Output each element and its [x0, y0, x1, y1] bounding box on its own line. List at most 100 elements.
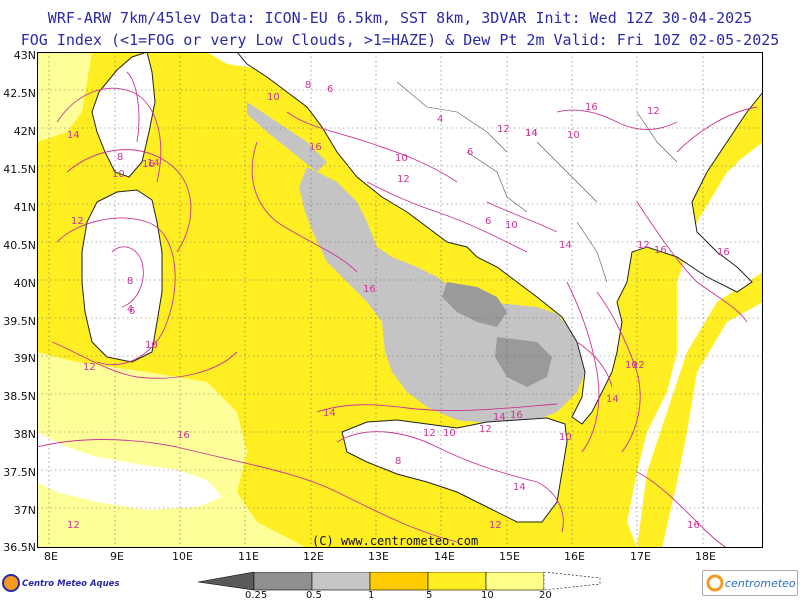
scale-tick-20: 20 — [539, 590, 552, 601]
contour-label: 6 — [327, 84, 333, 95]
contour-label: 16 — [717, 247, 730, 258]
scale-tick-10: 10 — [481, 590, 494, 601]
contour-label: 12 — [71, 216, 84, 227]
contour-label: 14 — [493, 412, 506, 423]
contour-label: 8 — [395, 456, 401, 467]
lon-label-11e: 11E — [238, 550, 259, 563]
contour-label: 16 — [177, 430, 190, 441]
logo-left-text: Centro Meteo Aquesio — [22, 579, 120, 589]
graticule — [37, 52, 763, 548]
scale-arrow-high — [543, 572, 601, 591]
low-cloud-north-stripe — [247, 102, 327, 172]
credit-text: (C) www.centrometeo.com — [312, 534, 479, 548]
contour-label: 12 — [632, 360, 645, 371]
contour-label: 10 — [505, 220, 518, 231]
lat-label-42n: 42N — [13, 125, 36, 138]
logo-right: centrometeo — [702, 570, 798, 596]
lon-label-8e: 8E — [44, 550, 58, 563]
contour-label: 4 — [437, 114, 443, 125]
contour-label: 14 — [67, 130, 80, 141]
contour-label: 14 — [323, 408, 336, 419]
contour-label: 12 — [479, 424, 492, 435]
contour-label: 10 — [625, 360, 638, 371]
lat-label-37n: 37N — [13, 504, 36, 517]
regional-borders — [396, 81, 678, 283]
haze-east-band — [637, 272, 763, 548]
contour-label: 6 — [467, 147, 473, 158]
lon-label-10e: 10E — [172, 550, 193, 563]
contour-label: 10 — [112, 169, 125, 180]
scale-tick-5: 5 — [426, 590, 433, 601]
sicily-land — [341, 417, 568, 523]
logo-left-emblem-icon — [2, 574, 20, 592]
lon-label-14e: 14E — [434, 550, 455, 563]
contour-label: 14 — [513, 482, 526, 493]
contour-label: 10 — [559, 432, 572, 443]
scale-tick-1: 1 — [368, 590, 375, 601]
contour-label: 12 — [67, 520, 80, 531]
title-line-2: FOG Index (<1=FOG or very Low Clouds, >1… — [20, 31, 780, 49]
contour-label: 12 — [497, 124, 510, 135]
contour-label: 6 — [485, 216, 491, 227]
scale-tick-0-5: 0.5 — [306, 590, 322, 601]
lat-label-37-5n: 37.5N — [3, 466, 36, 479]
scale-arrow-low — [198, 572, 255, 591]
lon-label-13e: 13E — [368, 550, 389, 563]
scale-swatch-5 — [485, 572, 545, 591]
logo-left: Centro Meteo Aquesio — [2, 570, 128, 596]
contour-label: 10 — [145, 340, 158, 351]
landmass-group — [81, 52, 763, 523]
title-line-1: WRF-ARW 7km/45lev Data: ICON-EU 6.5km, S… — [47, 9, 753, 27]
contour-label: 16 — [585, 102, 598, 113]
lat-label-36-5n: 36.5N — [3, 541, 36, 554]
scale-swatch-1 — [253, 572, 313, 591]
contour-label: 6 — [129, 306, 135, 317]
lat-label-43n: 43N — [13, 49, 36, 62]
dewpoint-contours — [37, 71, 758, 548]
contour-label: 12 — [423, 428, 436, 439]
contour-label: 16 — [510, 410, 523, 421]
lat-label-40n: 40N — [13, 277, 36, 290]
fog-dark-patch-1 — [442, 282, 507, 327]
lon-label-18e: 18E — [695, 550, 716, 563]
scale-swatch-3 — [369, 572, 429, 591]
scale-swatch-2 — [311, 572, 371, 591]
lat-label-39n: 39N — [13, 352, 36, 365]
haze-pale-northwest — [37, 52, 92, 142]
contour-label: 8 — [117, 152, 123, 163]
contour-label: 8 — [305, 80, 311, 91]
contour-label: 12 — [83, 362, 96, 373]
corsica-land — [91, 52, 156, 178]
logo-right-text: centrometeo — [725, 577, 796, 590]
sardinia-land — [81, 189, 163, 363]
italian-peninsula-land — [236, 52, 763, 425]
contour-label: 14 — [606, 394, 619, 405]
clear-area-east — [667, 142, 763, 548]
contour-label: 12 — [489, 520, 502, 531]
contour-label: 16 — [654, 245, 667, 256]
contour-label: 10 — [443, 428, 456, 439]
lat-label-41-5n: 41.5N — [3, 163, 36, 176]
scale-swatch-4 — [427, 572, 487, 591]
lon-label-15e: 15E — [499, 550, 520, 563]
contour-label-group: 10 8 6 12 14 16 10 12 14 16 8 10 4 12 14… — [67, 80, 730, 531]
contour-label: 4 — [127, 304, 133, 315]
lat-label-40-5n: 40.5N — [3, 239, 36, 252]
contour-label: 10 — [267, 92, 280, 103]
lon-label-17e: 17E — [630, 550, 651, 563]
fog-index-color-scale — [198, 572, 601, 591]
lat-label-38n: 38N — [13, 428, 36, 441]
logo-right-emblem-icon — [706, 574, 724, 592]
lon-label-9e: 9E — [110, 550, 124, 563]
contour-label: 10 — [567, 130, 580, 141]
contour-label: 14 — [147, 158, 160, 169]
contour-label: 8 — [127, 276, 133, 287]
fog-index-map: 10 8 6 12 14 16 10 12 14 16 8 10 4 12 14… — [37, 52, 763, 548]
lon-label-16e: 16E — [564, 550, 585, 563]
clear-area-southwest — [37, 432, 222, 510]
contour-label: 12 — [647, 106, 660, 117]
lat-label-41n: 41N — [13, 201, 36, 214]
lat-label-42-5n: 42.5N — [3, 87, 36, 100]
fog-dark-patch-2 — [495, 337, 552, 387]
contour-label: 16 — [142, 159, 155, 170]
